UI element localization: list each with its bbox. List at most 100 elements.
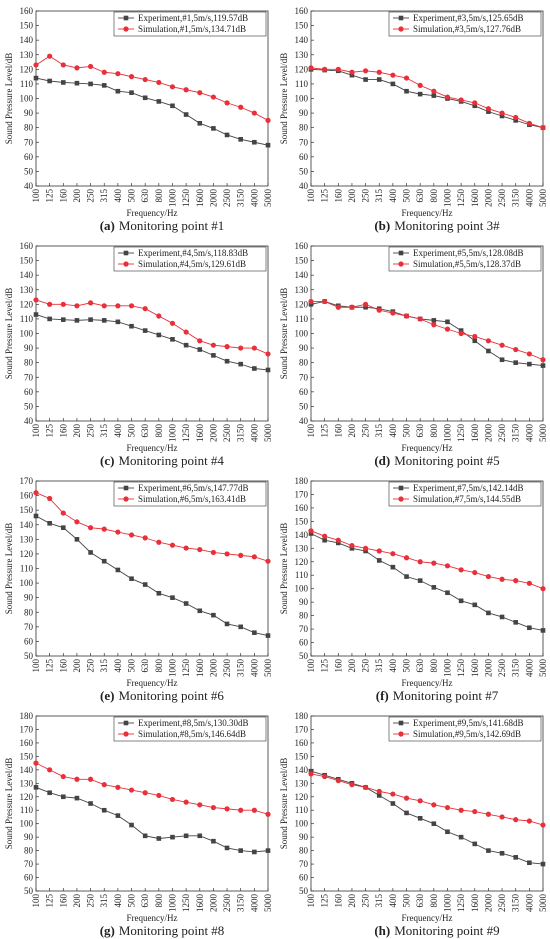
x-tick-label: 200 [347, 894, 357, 908]
marker [398, 261, 404, 267]
marker [87, 525, 94, 531]
marker [33, 513, 39, 519]
marker [398, 15, 404, 21]
marker [265, 142, 271, 148]
marker [170, 103, 175, 109]
y-tick-label: 60 [24, 152, 34, 162]
x-tick-label: 200 [72, 894, 82, 908]
y-tick-label: 170 [295, 489, 309, 499]
marker [431, 585, 437, 590]
marker [513, 620, 519, 625]
x-tick-label: 125 [320, 894, 330, 908]
marker [458, 328, 464, 333]
marker [526, 351, 532, 357]
caption-text: Monitoring point #6 [118, 688, 224, 703]
marker [74, 519, 80, 525]
y-tick-label: 120 [295, 557, 309, 567]
x-tick-label: 125 [320, 424, 330, 438]
marker [417, 82, 423, 88]
marker [101, 303, 107, 309]
marker [265, 811, 271, 817]
marker [60, 301, 66, 307]
marker [210, 94, 217, 100]
y-tick-label: 180 [295, 476, 309, 486]
x-tick-label: 250 [361, 424, 371, 438]
y-tick-label: 120 [20, 299, 34, 309]
marker [115, 813, 121, 818]
x-tick-label: 500 [127, 424, 137, 438]
y-tick-label: 110 [295, 79, 309, 89]
x-axis-label: Frequency/Hz [402, 208, 453, 218]
marker [60, 773, 66, 780]
y-tick-label: 40 [299, 181, 309, 191]
marker [431, 802, 437, 808]
marker [376, 77, 382, 82]
plot-frame [35, 245, 269, 422]
marker [238, 552, 244, 558]
marker [238, 807, 244, 813]
marker [211, 353, 216, 358]
marker [115, 567, 121, 573]
marker [445, 319, 450, 325]
marker [251, 110, 257, 116]
marker [74, 537, 80, 542]
y-axis-label: Sound Pressure Level/dB [4, 288, 14, 380]
marker [169, 542, 176, 548]
panel: 50 60 70 80 90 100 110 120 130 140 150 160 170 180 100… [279, 476, 548, 703]
marker [115, 319, 121, 325]
marker [322, 537, 327, 543]
marker [197, 338, 203, 344]
marker [197, 802, 203, 808]
y-tick-label: 160 [295, 738, 309, 748]
marker [390, 72, 396, 78]
y-tick-label: 140 [295, 765, 309, 775]
caption-tag: (c) [100, 453, 114, 468]
x-axis-label: Frequency/Hz [127, 208, 178, 218]
marker [211, 612, 216, 618]
y-tick-label: 60 [24, 873, 34, 883]
marker [349, 304, 355, 310]
x-tick-label: 125 [320, 659, 330, 673]
x-tick-label: 5000 [263, 894, 273, 913]
marker [308, 768, 314, 774]
x-axis-label: Frequency/Hz [402, 678, 453, 688]
marker [349, 69, 355, 75]
legend-label: Experiment,#8,5m/s,130.30dB [138, 718, 249, 728]
marker [322, 66, 328, 72]
marker [398, 496, 404, 502]
x-tick-label: 4000 [249, 659, 259, 678]
marker [128, 74, 135, 80]
y-tick-label: 130 [295, 778, 309, 788]
y-tick-label: 60 [24, 636, 34, 646]
marker [540, 363, 546, 368]
marker [513, 114, 519, 121]
y-tick-label: 170 [20, 476, 34, 486]
legend-label: Experiment,#7,5m/s,142.14dB [413, 483, 524, 493]
caption: (c) Monitoring point #4 [100, 453, 224, 468]
x-tick-label: 2500 [497, 189, 507, 208]
marker [101, 83, 107, 88]
y-tick-label: 150 [295, 516, 309, 526]
x-tick-label: 315 [99, 189, 109, 203]
x-tick-label: 2000 [208, 659, 218, 678]
x-tick-label: 3150 [236, 659, 246, 678]
marker [486, 610, 491, 616]
x-tick-label: 400 [388, 894, 398, 908]
marker [252, 630, 257, 635]
y-tick-label: 80 [299, 611, 309, 621]
marker [87, 776, 94, 782]
y-tick-label: 60 [24, 387, 34, 397]
marker [87, 300, 94, 306]
legend-label: Simulation,#1,5m/s,134.71dB [138, 24, 246, 34]
x-tick-label: 1250 [456, 424, 466, 443]
marker [252, 366, 257, 371]
marker [499, 814, 505, 820]
marker [445, 829, 450, 835]
caption-tag: (g) [100, 923, 115, 938]
marker [128, 787, 135, 793]
marker [238, 104, 244, 110]
marker [115, 71, 121, 77]
marker [224, 100, 230, 106]
x-tick-label: 4000 [524, 894, 534, 913]
